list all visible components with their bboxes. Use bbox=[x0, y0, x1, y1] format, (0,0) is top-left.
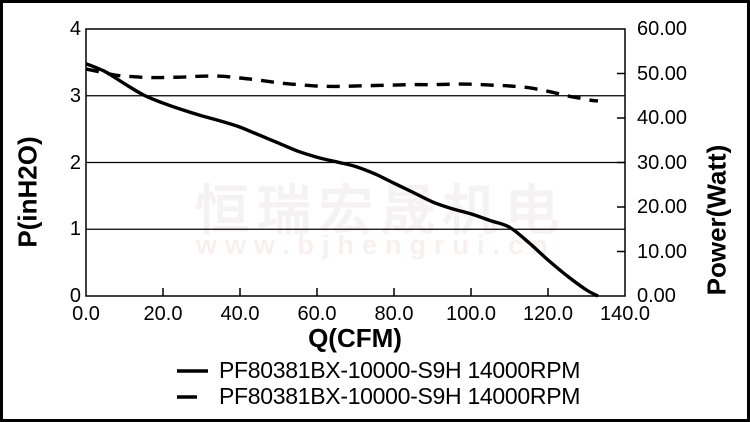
tick-label: 50.00 bbox=[637, 62, 688, 85]
tick-label: 40.0 bbox=[220, 303, 260, 325]
legend-label: PF80381BX-10000-S9H 14000RPM bbox=[219, 357, 581, 383]
legend-item-pressure-curve: PF80381BX-10000-S9H 14000RPM bbox=[175, 357, 581, 383]
tick-label: 80.0 bbox=[374, 303, 414, 325]
tick-label: 30.00 bbox=[637, 151, 688, 174]
watermark-chinese: 恒瑞宏晟机电 bbox=[195, 181, 567, 241]
tick-label: 60.0 bbox=[297, 303, 337, 325]
x-axis-title: Q(CFM) bbox=[308, 323, 402, 353]
tick-label: 20.0 bbox=[143, 303, 183, 325]
tick-label: 120.0 bbox=[522, 303, 574, 325]
tick-label: 3 bbox=[69, 84, 81, 107]
tick-label: 0 bbox=[69, 285, 81, 307]
watermark-url: www.bjhengrui.cn bbox=[196, 230, 556, 260]
tick-label: 60.00 bbox=[637, 18, 688, 40]
tick-label: 1 bbox=[69, 218, 81, 241]
chart-legend: PF80381BX-10000-S9H 14000RPM PF80381BX-1… bbox=[175, 357, 581, 409]
tick-label: 100.0 bbox=[445, 303, 497, 325]
tick-label: 0.00 bbox=[637, 285, 676, 307]
legend-label: PF80381BX-10000-S9H 14000RPM bbox=[219, 383, 581, 409]
y-axis-title-right: Power(Watt) bbox=[701, 144, 732, 296]
plot-canvas bbox=[85, 28, 626, 298]
tick-label: 40.00 bbox=[637, 107, 688, 129]
tick-label: 20.00 bbox=[637, 196, 688, 218]
tick-label: 0.0 bbox=[72, 303, 100, 325]
y-axis-title-left: P(inH2O) bbox=[12, 136, 43, 248]
tick-label: 2 bbox=[69, 151, 81, 174]
tick-label: 140.0 bbox=[599, 303, 651, 325]
tick-label: 10.00 bbox=[637, 240, 688, 263]
tick-label: 4 bbox=[69, 18, 81, 40]
solid-line-sample-icon bbox=[177, 368, 208, 373]
dash-line-sample-icon bbox=[177, 394, 197, 399]
legend-item-power-curve: PF80381BX-10000-S9H 14000RPM bbox=[175, 383, 581, 409]
